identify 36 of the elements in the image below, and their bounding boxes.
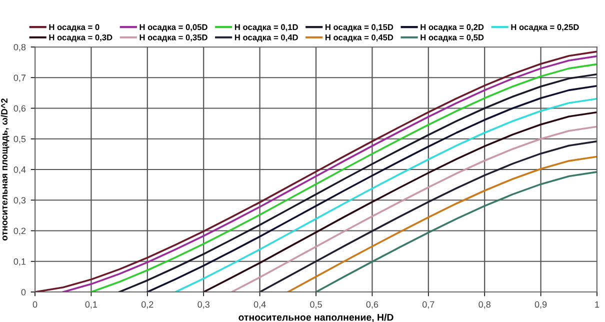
legend-label: H осадка = 0,1D (234, 24, 298, 32)
line-series (315, 171, 597, 292)
legend-label: H осадка = 0,15D (326, 24, 394, 32)
x-tick-label: 1 (595, 301, 600, 308)
y-tick-label: 0,2 (14, 228, 26, 236)
x-tick-label: 0,7 (422, 301, 434, 309)
legend-label: H осадка = 0 (49, 24, 100, 32)
y-tick-label: 0,1 (14, 258, 26, 266)
x-tick-label: 0,1 (85, 301, 98, 309)
legend-label: H осадка = 0,2D (420, 24, 484, 32)
legend-label: H осадка = 0,35D (140, 34, 208, 42)
y-tick-label: 0,6 (14, 105, 26, 113)
legend-label: H осадка = 0,45D (326, 34, 394, 42)
y-axis-title: относительная площадь, ω/D^2 (0, 98, 10, 240)
x-axis-title: относительное наполнение, H/D (238, 314, 394, 322)
y-tick-label: 0,4 (14, 166, 26, 174)
x-tick-label: 0,6 (366, 301, 378, 309)
legend-label: H осадка = 0,5D (420, 34, 484, 42)
x-tick-label: 0 (32, 301, 38, 308)
legend-label: H осадка = 0,4D (234, 34, 298, 42)
x-tick-label: 0,2 (141, 301, 154, 309)
line-series (258, 140, 597, 292)
y-tick-label: 0,5 (14, 136, 26, 144)
x-tick-label: 0,8 (478, 301, 490, 309)
x-tick-label: 0,9 (534, 301, 547, 309)
legend-label: H осадка = 0,05D (140, 24, 208, 32)
y-tick-label: 0,7 (14, 74, 26, 82)
legend-label: H осадка = 0,3D (49, 34, 112, 42)
y-tick-label: 0,3 (14, 197, 26, 205)
line-series (286, 156, 597, 292)
x-tick-label: 0,4 (254, 301, 266, 309)
legend-label: H осадка = 0,25D (511, 24, 579, 32)
x-tick-label: 0,5 (310, 301, 322, 309)
y-tick-label: 0,8 (14, 44, 26, 52)
y-tick-label: 0 (21, 288, 26, 296)
x-tick-label: 0,3 (198, 301, 210, 309)
